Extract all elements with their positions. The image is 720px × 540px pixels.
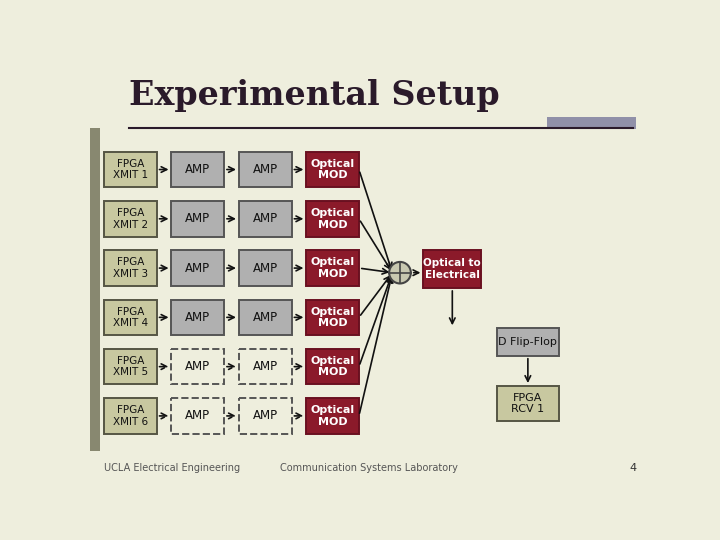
Bar — [104, 251, 157, 286]
Text: FPGA
XMIT 2: FPGA XMIT 2 — [113, 208, 148, 230]
Bar — [171, 300, 224, 335]
Bar — [306, 152, 359, 187]
Bar — [104, 201, 157, 237]
Text: Optical
MOD: Optical MOD — [310, 208, 355, 230]
Bar — [171, 251, 224, 286]
Text: AMP: AMP — [185, 409, 210, 422]
Bar — [171, 349, 224, 384]
Text: AMP: AMP — [185, 360, 210, 373]
Circle shape — [389, 262, 411, 284]
Bar — [497, 386, 559, 421]
Text: FPGA
XMIT 6: FPGA XMIT 6 — [113, 405, 148, 427]
Text: AMP: AMP — [253, 261, 278, 274]
Bar — [104, 398, 157, 434]
Bar — [306, 251, 359, 286]
Bar — [239, 398, 292, 434]
Text: Optical
MOD: Optical MOD — [310, 356, 355, 377]
Bar — [306, 349, 359, 384]
Text: UCLA Electrical Engineering: UCLA Electrical Engineering — [104, 463, 240, 473]
Text: AMP: AMP — [185, 163, 210, 176]
Text: Optical
MOD: Optical MOD — [310, 257, 355, 279]
Text: Optical
MOD: Optical MOD — [310, 307, 355, 328]
Text: AMP: AMP — [253, 163, 278, 176]
Bar — [171, 201, 224, 237]
Bar — [239, 152, 292, 187]
Bar — [497, 328, 559, 356]
Bar — [104, 300, 157, 335]
Text: Experimental Setup: Experimental Setup — [129, 79, 500, 112]
Text: FPGA
XMIT 1: FPGA XMIT 1 — [113, 159, 148, 180]
Text: AMP: AMP — [253, 360, 278, 373]
Text: FPGA
RCV 1: FPGA RCV 1 — [511, 393, 544, 414]
Bar — [547, 117, 636, 130]
Text: AMP: AMP — [253, 409, 278, 422]
Text: Optical
MOD: Optical MOD — [310, 405, 355, 427]
Text: Optical
MOD: Optical MOD — [310, 159, 355, 180]
Text: FPGA
XMIT 3: FPGA XMIT 3 — [113, 257, 148, 279]
Text: AMP: AMP — [253, 212, 278, 225]
Text: D Flip-Flop: D Flip-Flop — [498, 337, 557, 347]
Bar — [423, 249, 482, 288]
Bar — [171, 152, 224, 187]
Text: AMP: AMP — [185, 261, 210, 274]
Bar — [104, 349, 157, 384]
Bar — [239, 349, 292, 384]
Text: Optical to
Electrical: Optical to Electrical — [423, 258, 481, 280]
Bar — [306, 201, 359, 237]
Text: FPGA
XMIT 4: FPGA XMIT 4 — [113, 307, 148, 328]
Bar — [104, 152, 157, 187]
Text: FPGA
XMIT 5: FPGA XMIT 5 — [113, 356, 148, 377]
Bar — [306, 398, 359, 434]
Bar — [171, 398, 224, 434]
Text: 4: 4 — [629, 463, 636, 473]
Bar — [239, 251, 292, 286]
Text: Communication Systems Laboratory: Communication Systems Laboratory — [280, 463, 458, 473]
Text: AMP: AMP — [185, 311, 210, 324]
Text: AMP: AMP — [253, 311, 278, 324]
Bar — [239, 201, 292, 237]
Bar — [306, 300, 359, 335]
Text: AMP: AMP — [185, 212, 210, 225]
Bar — [239, 300, 292, 335]
Bar — [90, 128, 100, 451]
